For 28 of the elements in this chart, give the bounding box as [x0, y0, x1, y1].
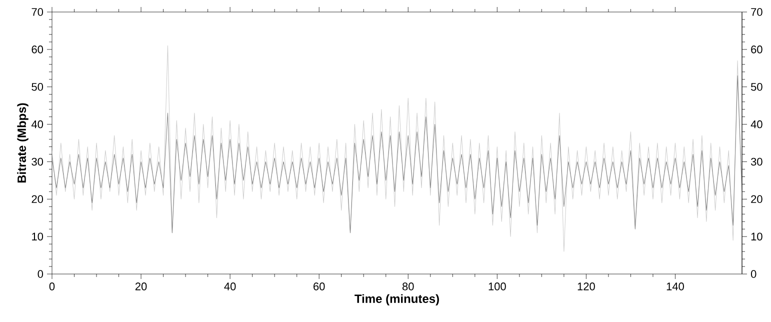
y2-tick-label: 10	[751, 232, 762, 240]
y-tick-label: 20	[32, 195, 44, 204]
x-tick-label: 20	[135, 282, 147, 290]
y2-tick-label: 30	[750, 158, 762, 166]
x-tick-label: 0	[49, 282, 55, 290]
y2-tick-label: 60	[751, 46, 762, 54]
y2-tick-label: 20	[751, 195, 762, 204]
y-tick-label: 50	[32, 82, 44, 91]
y2-tick-label: 0	[750, 270, 756, 278]
y-tick-label: 40	[31, 120, 44, 128]
x-tick-label: 100	[488, 282, 506, 290]
y-tick-label: 70	[32, 8, 44, 16]
y-tick-label: 10	[32, 232, 44, 240]
x-tick-label: 140	[666, 282, 684, 290]
y-tick-label: 30	[32, 158, 44, 166]
x-tick-label: 40	[224, 282, 236, 290]
y-axis-title: Bitrate (Mbps)	[17, 103, 28, 183]
x-tick-label: 60	[314, 282, 325, 290]
y2-tick-label: 50	[750, 82, 762, 91]
y-tick-label: 60	[32, 46, 44, 54]
x-axis-title: Time (minutes)	[354, 294, 439, 306]
y-tick-label: 0	[38, 270, 44, 278]
line-series	[52, 45, 742, 252]
line-series	[52, 75, 742, 234]
y2-tick-label: 40	[750, 120, 762, 128]
x-tick-label: 120	[578, 282, 595, 290]
y2-tick-label: 70	[751, 8, 762, 16]
x-tick-label: 80	[402, 282, 414, 290]
